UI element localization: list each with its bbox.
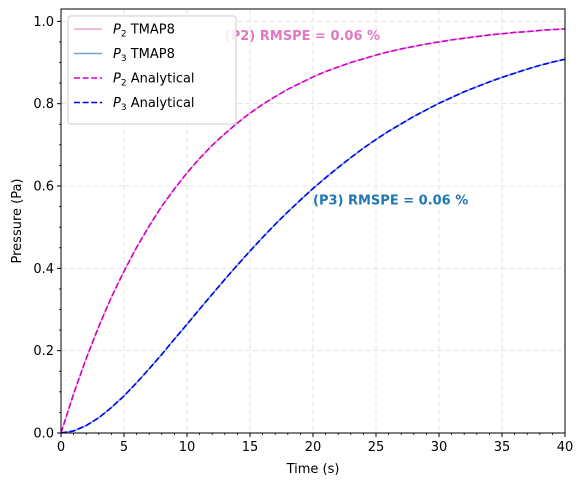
x-tick-label: 40: [557, 440, 574, 455]
x-tick-label: 10: [179, 440, 196, 455]
series-line-p3-analytical: [60, 58, 566, 434]
x-tick-label: 20: [305, 440, 322, 455]
x-tick-label: 15: [242, 440, 259, 455]
y-tick-label: 0.6: [33, 180, 54, 195]
legend-entry: P2 TMAP8: [113, 23, 175, 40]
x-tick-label: 0: [57, 440, 65, 455]
legend-box: [67, 15, 237, 125]
annotations: (P2) RMSPE = 0.06 % (P3) RMSPE = 0.06 %: [225, 29, 468, 209]
y-tick-label: 0.2: [33, 344, 54, 359]
grid: [60, 9, 566, 434]
x-tick-label: 25: [368, 440, 385, 455]
legend-entry: P3 Analytical: [113, 96, 195, 113]
y-tick-label: 1.0: [33, 15, 54, 30]
x-axis-label: Time (s): [286, 462, 340, 477]
rmspe-annotation: (P2) RMSPE = 0.06 %: [225, 29, 380, 44]
y-tick-label: 0.8: [33, 97, 54, 112]
series-lines: [60, 27, 566, 434]
legend-entry: P3 TMAP8: [113, 47, 175, 64]
x-tick-label: 5: [120, 440, 128, 455]
x-tick-label: 30: [431, 440, 448, 455]
y-tick-label: 0.4: [33, 262, 54, 277]
y-tick-label: 0.0: [33, 427, 54, 442]
axis-ticks: 0 5 10 15 20 25 30 35 40 0.0 0.2 0.4 0.6 0.8 1.0: [33, 15, 573, 455]
rmspe-annotation: (P3) RMSPE = 0.06 %: [313, 194, 468, 209]
y-axis-label: Pressure (Pa): [10, 178, 25, 263]
x-tick-label: 35: [494, 440, 511, 455]
legend-entry: P2 Analytical: [113, 72, 195, 89]
series-line-p2-analytical: [60, 27, 566, 434]
legend: P2 TMAP8 P3 TMAP8 P2 Analytical P3 Analytic…: [67, 15, 237, 125]
